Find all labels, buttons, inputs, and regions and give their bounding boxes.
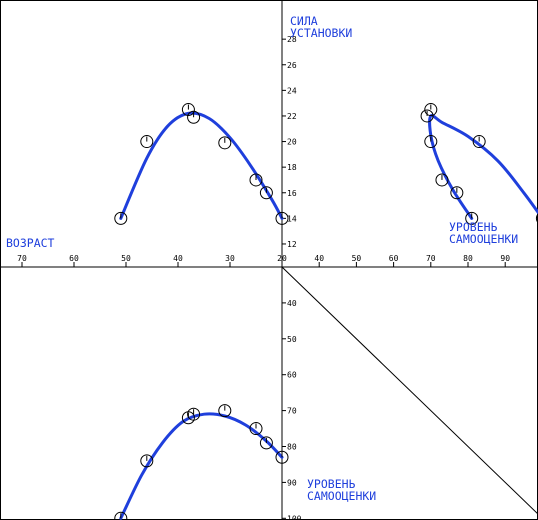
age-tick-label: 20: [277, 254, 287, 263]
self-esteem-x-tick-label: 50: [352, 254, 362, 263]
axis-title-line: УСТАНОВКИ: [290, 26, 352, 40]
top-left-y-title: СИЛА УСТАНОВКИ: [290, 14, 352, 40]
strength-tick-label: 16: [287, 189, 297, 198]
age-tick-label: 70: [17, 254, 27, 263]
self-esteem-axis-title-right: УРОВЕНЬ САМООЦЕНКИ: [449, 220, 518, 246]
age-strength-data-point: [249, 173, 263, 187]
strength-tick-label: 24: [287, 86, 297, 95]
self-esteem-x-tick-label: 90: [500, 254, 510, 263]
strength-tick-label: 26: [287, 61, 297, 70]
self-esteem-strength-data-point: [420, 109, 434, 123]
self-esteem-strength-data-point: [535, 213, 538, 224]
age-self-esteem-data-point: [114, 511, 128, 520]
self-esteem-strength-fitted-curve: [428, 113, 538, 220]
self-esteem-x-tick-label: 60: [389, 254, 399, 263]
age-self-esteem-fitted-curve: [119, 412, 284, 520]
age-self-esteem-data-point: [249, 422, 263, 436]
axis-title-line: САМООЦЕНКИ: [307, 489, 376, 503]
self-esteem-x-tick-label: 40: [314, 254, 324, 263]
top-left-x-title: ВОЗРАСТ: [6, 236, 55, 250]
setting-strength-axis-title: СИЛА УСТАНОВКИ: [290, 14, 352, 40]
diagonal-transfer-line: [281, 266, 538, 515]
self-esteem-strength-data-point: [424, 103, 438, 117]
strength-tick-label: 12: [287, 240, 297, 249]
top-right-x-title: УРОВЕНЬ САМООЦЕНКИ: [449, 220, 518, 246]
age-tick-label: 60: [69, 254, 79, 263]
axis-title-line: УРОВЕНЬ: [449, 220, 498, 234]
age-strength-data-point: [218, 136, 232, 150]
self-esteem-y-tick-label: 40: [287, 299, 297, 308]
age-tick-label: 50: [121, 254, 131, 263]
age-strength-fitted-curve: [119, 111, 284, 220]
age-self-esteem-data-point: [218, 404, 232, 418]
self-esteem-x-tick-label: 80: [463, 254, 473, 263]
self-esteem-strength-data-point: [450, 186, 464, 200]
age-strength-data-point: [140, 135, 154, 149]
self-esteem-strength-data-point: [465, 211, 479, 225]
age-axis-title: ВОЗРАСТ: [6, 236, 55, 250]
strength-tick-label: 22: [287, 112, 297, 121]
self-esteem-y-tick-label: 50: [287, 335, 297, 344]
age-strength-data-point: [181, 103, 195, 117]
age-strength-data-point: [187, 110, 201, 124]
self-esteem-y-tick-label: 70: [287, 407, 297, 416]
self-esteem-strength-data-point: [424, 135, 438, 149]
bottom-left-y-title: УРОВЕНЬ САМООЦЕНКИ: [307, 477, 376, 503]
strength-tick-label: 14: [287, 214, 297, 223]
self-esteem-y-tick-label: 60: [287, 371, 297, 380]
self-esteem-axis-title-bottom: УРОВЕНЬ САМООЦЕНКИ: [307, 477, 376, 503]
self-esteem-strength-data-point: [472, 135, 486, 149]
axis-title-line: САМООЦЕНКИ: [449, 232, 518, 246]
axis-title-line: УРОВЕНЬ: [307, 477, 356, 491]
self-esteem-x-tick-label: 70: [426, 254, 436, 263]
age-self-esteem-data-point: [259, 436, 273, 450]
age-self-esteem-data-point: [275, 450, 289, 464]
self-esteem-y-tick-label: 90: [287, 478, 297, 487]
age-tick-label: 30: [225, 254, 235, 263]
strength-tick-label: 18: [287, 163, 297, 172]
age-tick-label: 40: [173, 254, 183, 263]
self-esteem-y-tick-label: 80: [287, 443, 297, 452]
age-strength-data-point: [114, 211, 128, 225]
age-self-esteem-data-point: [187, 407, 201, 421]
age-self-esteem-data-point: [140, 454, 154, 468]
strength-tick-label: 28: [287, 35, 297, 44]
strength-tick-label: 20: [287, 138, 297, 147]
age-strength-data-point: [259, 186, 273, 200]
axis-title-line: СИЛА: [290, 14, 318, 28]
self-esteem-strength-data-point: [435, 173, 449, 187]
self-esteem-y-tick-label: 100: [287, 514, 302, 520]
age-strength-data-point: [275, 211, 289, 225]
